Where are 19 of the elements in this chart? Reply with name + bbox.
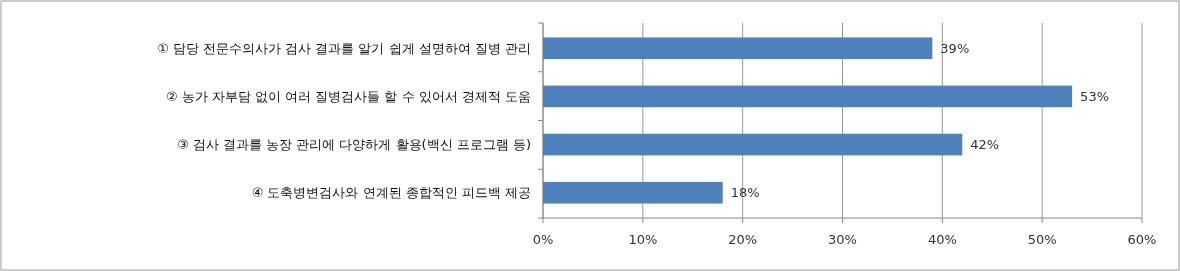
bar (543, 181, 723, 204)
data-label: 53% (1080, 88, 1110, 104)
x-tick-label: 20% (728, 232, 758, 247)
y-tick-label: ① 담당 전문수의사가 검사 결과를 알기 쉽게 설명하여 질병 관리 (157, 40, 531, 56)
data-label: 18% (730, 185, 760, 201)
data-label: 39% (940, 40, 970, 56)
x-tick-label: 10% (628, 232, 658, 247)
y-tick-label: ④ 도축병변검사와 연계된 종합적인 피드백 제공 (251, 185, 531, 201)
y-tick-label: ③ 검사 결과를 농장 관리에 다양하게 활용(백신 프로그램 등) (177, 137, 531, 153)
data-label: 42% (970, 137, 1000, 153)
x-tick-label: 30% (828, 232, 857, 247)
bar (543, 85, 1073, 108)
x-tick-label: 0% (532, 232, 554, 247)
bar (543, 133, 963, 156)
bar (543, 37, 933, 60)
y-tick-label: ② 농가 자부담 없이 여러 질병검사들 할 수 있어서 경제적 도움 (166, 88, 531, 104)
x-tick-label: 60% (1127, 232, 1157, 247)
x-tick-label: 40% (927, 232, 957, 247)
x-tick-label: 50% (1027, 232, 1057, 247)
